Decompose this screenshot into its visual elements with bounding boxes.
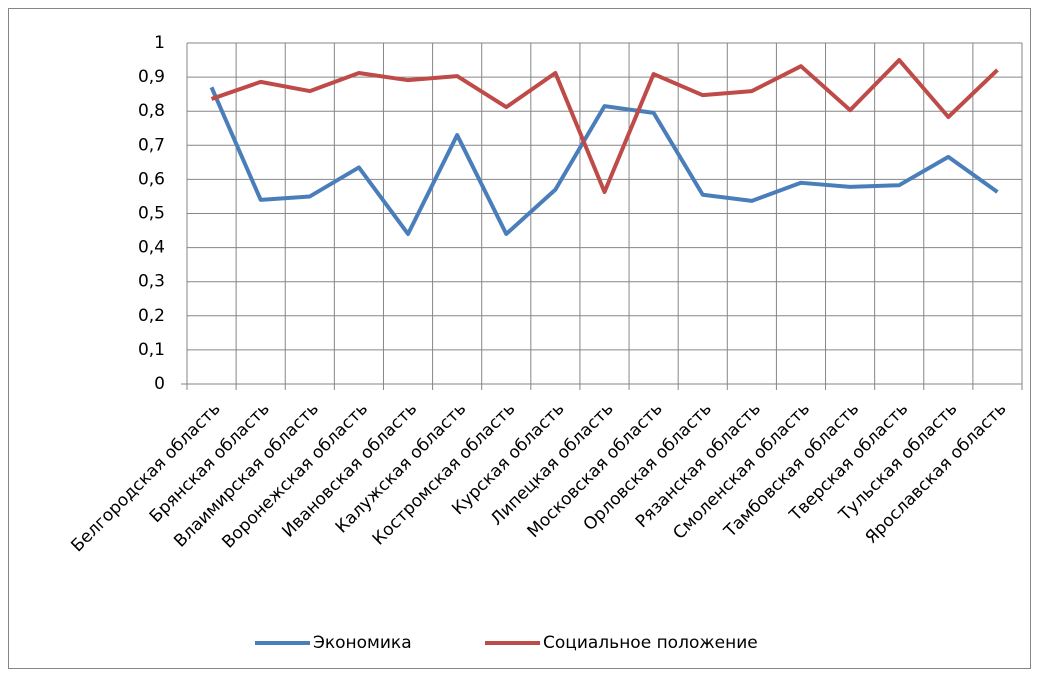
y-tick-label: 0,7	[138, 135, 165, 155]
line-series	[210, 58, 999, 195]
chart-frame	[8, 8, 1031, 669]
y-tick-label: 0,3	[138, 272, 165, 292]
y-tick-label: 0,1	[138, 340, 165, 360]
y-tick-label: 0,6	[138, 169, 165, 189]
y-tick-label: 0,9	[138, 67, 165, 87]
legend-label: Экономика	[313, 633, 412, 653]
y-tick-label: 0	[154, 374, 165, 394]
legend-label: Социальное положение	[543, 633, 758, 653]
y-tick-label: 0,5	[138, 204, 165, 224]
y-tick-label: 0,8	[138, 101, 165, 121]
y-tick-label: 1	[154, 33, 165, 53]
y-tick-label: 0,4	[138, 238, 165, 258]
y-tick-label: 0,2	[138, 306, 165, 326]
line-series	[209, 86, 999, 236]
